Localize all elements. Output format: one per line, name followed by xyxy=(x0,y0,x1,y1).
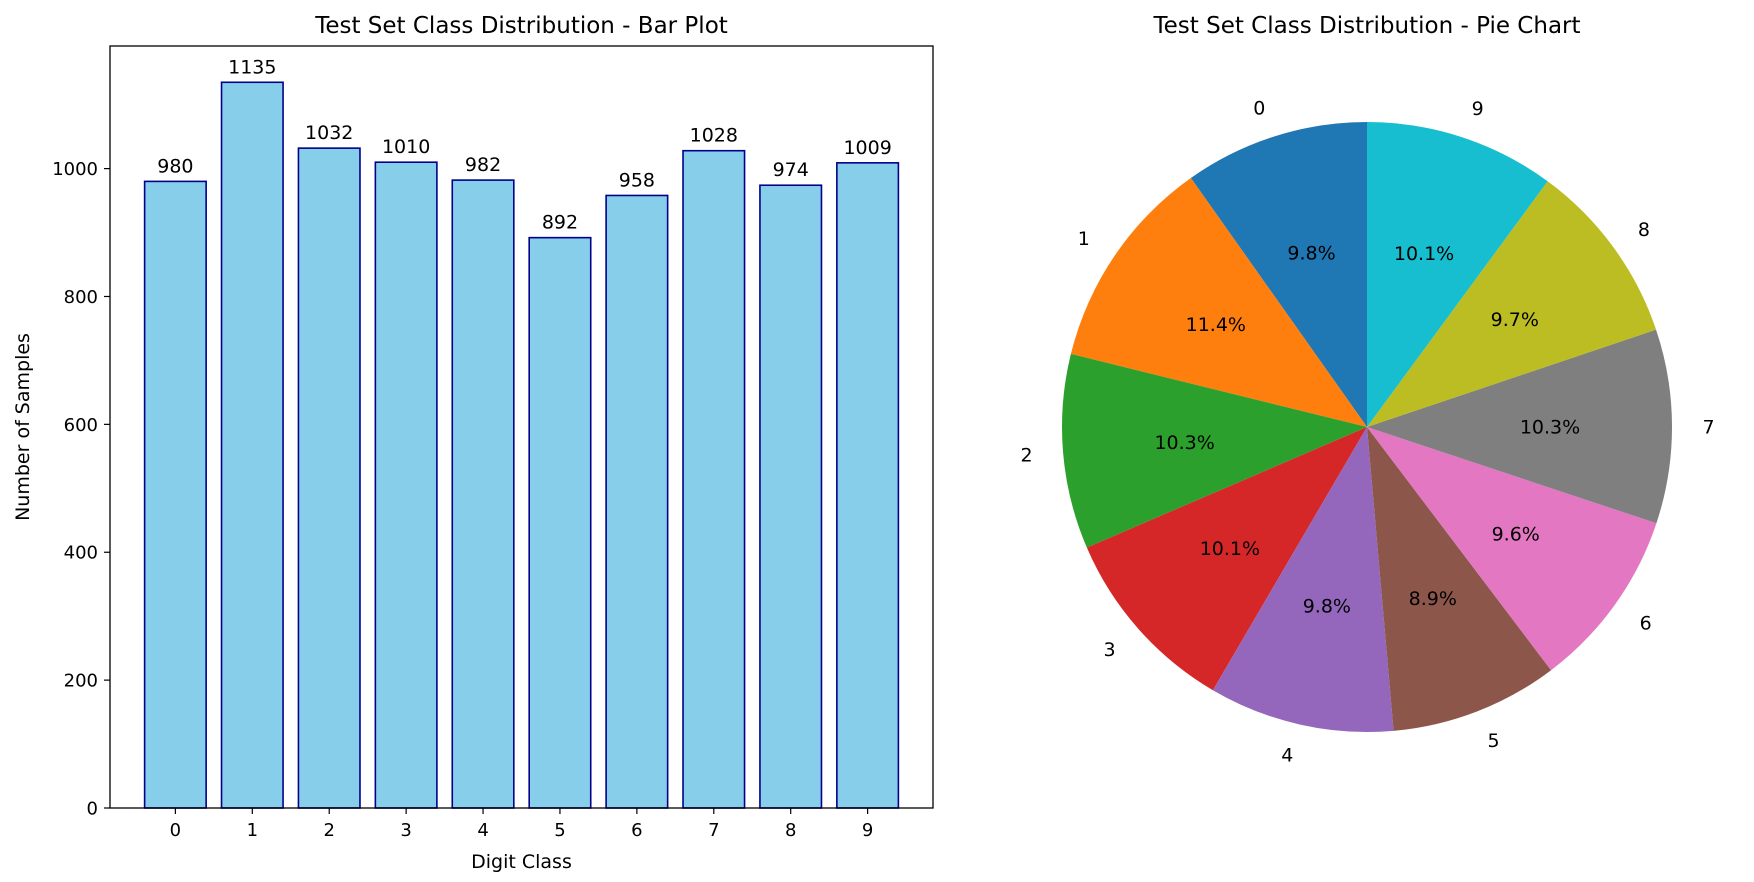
bar-8 xyxy=(759,184,823,809)
bar-0 xyxy=(143,180,207,809)
pie-percent-label-2: 10.3% xyxy=(1154,432,1214,454)
pie-slice-5 xyxy=(1367,427,1552,731)
bar-x-tick-label-9: 9 xyxy=(862,820,873,841)
pie-slice-8 xyxy=(1367,181,1657,427)
bar-x-tick-label-2: 2 xyxy=(323,820,334,841)
bar-chart-x-ticks: 0 1 2 3 4 5 6 7 8 9 xyxy=(170,808,873,841)
pie-slice-9 xyxy=(1367,122,1548,427)
bar-data-label-2: 1032 xyxy=(305,122,353,144)
bar-data-label-9: 1009 xyxy=(843,137,891,159)
bar-x-tick-label-5: 5 xyxy=(554,820,565,841)
bar-y-tick-label-800: 800 xyxy=(64,287,98,308)
pie-percent-label-3: 10.1% xyxy=(1200,538,1260,560)
bar-data-label-6: 958 xyxy=(619,169,655,191)
bar-6 xyxy=(605,194,669,809)
bar-data-label-3: 1010 xyxy=(382,136,430,158)
bar-4 xyxy=(451,179,515,809)
bar-x-tick-label-0: 0 xyxy=(170,820,181,841)
bar-9 xyxy=(836,162,900,809)
pie-slice-2 xyxy=(1061,353,1367,548)
pie-chart-title: Test Set Class Distribution - Pie Chart xyxy=(1152,13,1580,39)
pie-category-label-1: 1 xyxy=(1078,228,1090,250)
bar-y-tick-label-200: 200 xyxy=(64,671,98,692)
bar-5 xyxy=(528,236,592,809)
bar-chart-axes-frame xyxy=(109,45,934,809)
bar-2 xyxy=(297,147,361,809)
pie-percent-label-8: 9.7% xyxy=(1491,309,1539,331)
bar-data-label-7: 1028 xyxy=(690,125,738,147)
pie-chart-category-labels: 0 1 2 3 4 5 6 7 8 9 xyxy=(1021,97,1715,766)
bar-chart-title: Test Set Class Distribution - Bar Plot xyxy=(314,13,728,39)
pie-percent-label-7: 10.3% xyxy=(1520,417,1580,439)
bar-chart-y-ticks: 0 200 400 600 800 1000 xyxy=(52,159,110,820)
pie-category-label-2: 2 xyxy=(1021,445,1033,467)
pie-category-label-4: 4 xyxy=(1281,744,1293,766)
pie-percent-label-4: 9.8% xyxy=(1303,596,1351,618)
bar-x-tick-label-7: 7 xyxy=(708,820,719,841)
pie-slice-4 xyxy=(1212,427,1394,732)
bar-data-label-1: 1135 xyxy=(228,56,276,78)
pie-category-label-7: 7 xyxy=(1702,416,1714,438)
pie-chart-panel: Test Set Class Distribution - Pie Chart … xyxy=(1021,13,1715,766)
pie-slice-3 xyxy=(1086,427,1367,691)
bar-chart-data-labels: 980 1135 1032 1010 982 892 958 1028 974 1009 xyxy=(157,56,892,233)
pie-slice-0 xyxy=(1190,122,1367,427)
bar-y-tick-label-1000: 1000 xyxy=(52,159,98,180)
bar-y-tick-label-400: 400 xyxy=(64,543,98,564)
bar-x-tick-label-3: 3 xyxy=(400,820,411,841)
pie-percent-label-1: 11.4% xyxy=(1186,314,1246,336)
bar-chart-panel: Test Set Class Distribution - Bar Plot 9… xyxy=(12,13,934,873)
bar-7 xyxy=(682,149,746,809)
bar-data-label-5: 892 xyxy=(542,212,578,234)
pie-chart-slices xyxy=(1061,122,1672,732)
pie-category-label-3: 3 xyxy=(1104,639,1116,661)
pie-category-label-0: 0 xyxy=(1253,97,1265,119)
bar-chart-y-axis-label: Number of Samples xyxy=(12,333,34,521)
bar-1 xyxy=(220,81,284,809)
pie-slice-1 xyxy=(1070,178,1367,427)
pie-percent-label-0: 9.8% xyxy=(1287,243,1335,265)
bar-3 xyxy=(374,161,438,809)
bar-data-label-0: 980 xyxy=(157,155,193,177)
pie-percent-label-5: 8.9% xyxy=(1409,588,1457,610)
pie-percent-label-6: 9.6% xyxy=(1492,524,1540,546)
pie-category-label-5: 5 xyxy=(1488,730,1500,752)
pie-percent-label-9: 10.1% xyxy=(1394,243,1454,265)
bar-y-tick-label-600: 600 xyxy=(64,415,98,436)
pie-slice-7 xyxy=(1367,329,1672,524)
pie-category-label-9: 9 xyxy=(1472,98,1484,120)
pie-slice-6 xyxy=(1367,427,1657,671)
bar-chart-bars xyxy=(143,81,900,809)
bar-data-label-8: 974 xyxy=(773,159,809,181)
pie-category-label-6: 6 xyxy=(1640,612,1652,634)
bar-chart-x-axis-label: Digit Class xyxy=(471,851,572,873)
bar-x-tick-label-4: 4 xyxy=(477,820,488,841)
bar-x-tick-label-6: 6 xyxy=(631,820,642,841)
bar-data-label-4: 982 xyxy=(465,154,501,176)
pie-chart-percent-labels: 9.8% 11.4% 10.3% 10.1% 9.8% 8.9% 9.6% 10.3% 9.7%… xyxy=(1154,243,1580,618)
pie-category-label-8: 8 xyxy=(1638,219,1650,241)
bar-x-tick-label-1: 1 xyxy=(247,820,258,841)
bar-y-tick-label-0: 0 xyxy=(87,799,98,820)
bar-x-tick-label-8: 8 xyxy=(785,820,796,841)
bar-chart-axes xyxy=(109,45,934,809)
